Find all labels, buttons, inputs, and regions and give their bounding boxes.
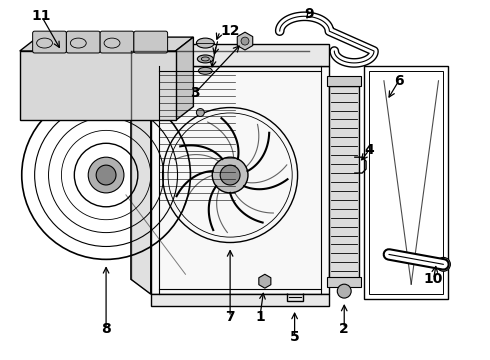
Text: 10: 10 [424,272,443,286]
Bar [327,277,361,287]
Ellipse shape [197,55,213,63]
Text: 6: 6 [394,74,404,88]
Polygon shape [20,37,194,51]
Circle shape [212,157,248,193]
Text: 4: 4 [364,143,374,157]
Polygon shape [175,37,194,121]
Polygon shape [131,51,329,66]
Circle shape [96,165,116,185]
FancyBboxPatch shape [66,31,100,53]
Text: 9: 9 [305,7,314,21]
Circle shape [88,157,124,193]
Ellipse shape [198,67,212,74]
Text: 1: 1 [255,310,265,324]
Circle shape [437,257,450,271]
FancyBboxPatch shape [134,31,168,53]
Polygon shape [131,51,151,294]
Ellipse shape [196,38,214,48]
Bar [364,66,448,299]
Bar [327,76,361,86]
Text: 2: 2 [340,322,349,336]
Bar [151,44,329,66]
Circle shape [196,109,204,117]
Circle shape [337,284,351,298]
Bar [20,51,175,121]
Text: 12: 12 [220,24,240,38]
Bar [369,71,443,294]
Bar [329,86,359,279]
Circle shape [220,165,240,185]
Text: 11: 11 [32,9,51,23]
FancyBboxPatch shape [100,31,134,53]
Text: 3: 3 [191,86,200,100]
Bar [151,66,329,294]
Circle shape [241,37,249,45]
Bar [151,294,329,306]
FancyBboxPatch shape [33,31,66,53]
Text: 5: 5 [290,330,299,344]
Text: 8: 8 [101,322,111,336]
Text: 7: 7 [225,310,235,324]
